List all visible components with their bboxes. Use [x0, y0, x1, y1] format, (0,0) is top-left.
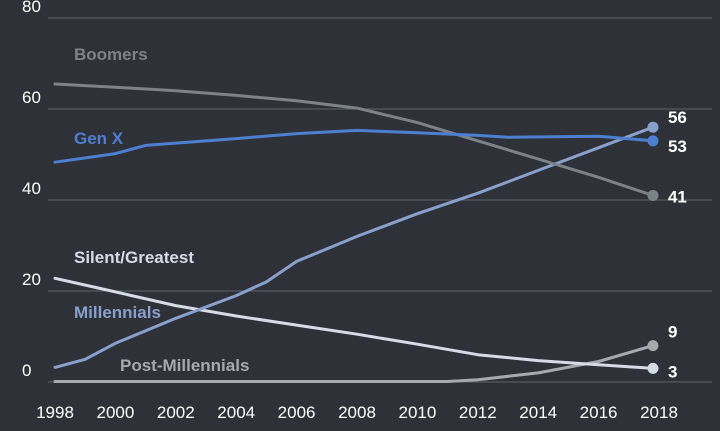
end-value-label-gen-x: 53 [668, 137, 687, 156]
series-line-boomers [53, 82, 655, 197]
x-tick-label: 2018 [640, 403, 678, 422]
series-label-post-millennials: Post-Millennials [120, 356, 249, 375]
end-value-label-millennials: 56 [668, 108, 687, 127]
x-tick-label: 2008 [338, 403, 376, 422]
y-tick-label: 40 [22, 179, 41, 198]
y-tick-label: 20 [22, 270, 41, 289]
grid-lines [48, 17, 712, 383]
x-tick-label: 2012 [459, 403, 497, 422]
x-tick-label: 2016 [580, 403, 618, 422]
y-tick-label: 0 [22, 361, 31, 380]
x-tick-label: 2004 [217, 403, 255, 422]
x-tick-label: 1998 [36, 403, 74, 422]
end-markers [647, 121, 659, 374]
y-tick-label: 60 [22, 88, 41, 107]
series-lines [53, 82, 655, 383]
end-value-label-post-millennials: 9 [668, 323, 677, 342]
y-tick-label: 80 [22, 0, 41, 16]
end-marker-boomers [647, 189, 659, 201]
end-marker-millennials [647, 121, 659, 133]
end-value-labels: 9 3 56 41 53 [668, 108, 687, 381]
x-axis-ticks: 1998 2000 2002 2004 2006 2008 2010 2012 2014 2016… [36, 403, 678, 422]
series-labels: Post-Millennials Silent/Greatest Millennia… [74, 45, 249, 375]
end-marker-silent-greatest [647, 362, 659, 374]
x-tick-label: 2000 [96, 403, 134, 422]
series-line-silent-greatest [53, 276, 655, 370]
series-line-gen-x [53, 128, 655, 164]
x-tick-label: 2010 [398, 403, 436, 422]
series-label-gen-x: Gen X [74, 129, 124, 148]
x-tick-label: 2002 [157, 403, 195, 422]
x-tick-label: 2006 [278, 403, 316, 422]
series-line-millennials [53, 125, 655, 369]
series-label-millennials: Millennials [74, 303, 161, 322]
end-value-label-silent-greatest: 3 [668, 362, 677, 381]
series-line-post-millennials [53, 344, 655, 383]
series-label-silent-greatest: Silent/Greatest [74, 248, 194, 267]
y-axis-ticks: 0 20 40 60 80 [22, 0, 41, 380]
x-tick-label: 2014 [519, 403, 557, 422]
end-marker-gen-x [647, 135, 659, 147]
end-marker-post-millennials [647, 340, 659, 352]
end-value-label-boomers: 41 [668, 187, 687, 206]
series-label-boomers: Boomers [74, 45, 148, 64]
